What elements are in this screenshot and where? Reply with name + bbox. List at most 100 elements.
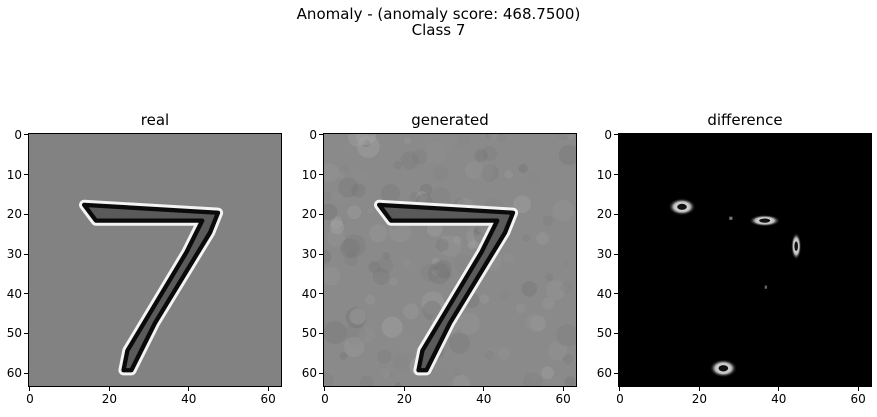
x-tick-label: 0 — [26, 392, 34, 406]
x-tick-mark — [483, 387, 485, 391]
noise-blob — [394, 382, 402, 386]
noise-blob — [324, 163, 340, 183]
noise-blob — [527, 172, 540, 186]
y-tick-label: 40 — [596, 286, 612, 301]
noise-blob — [564, 376, 576, 386]
noise-blob — [503, 252, 514, 264]
noise-blob — [497, 134, 506, 142]
y-tick-mark — [319, 372, 323, 374]
noise-blob — [383, 249, 392, 258]
noise-blob — [344, 252, 358, 266]
y-tick-label: 50 — [596, 326, 612, 341]
noise-blob — [515, 303, 526, 314]
difference-image — [619, 134, 871, 386]
x-tick-mark — [188, 387, 190, 391]
noise-blob — [473, 226, 482, 235]
noise-blob — [428, 262, 450, 285]
noise-blob — [466, 225, 486, 245]
noise-blob — [422, 300, 442, 321]
noise-blob — [389, 277, 398, 286]
noise-blob — [375, 365, 388, 379]
noise-blob — [562, 260, 570, 268]
noise-blob — [330, 191, 346, 207]
y-tick-mark — [24, 293, 28, 295]
noise-blob — [518, 163, 528, 174]
difference-speck — [764, 285, 768, 289]
noise-blob — [552, 199, 575, 222]
noise-blob — [348, 134, 368, 147]
noise-blob — [431, 257, 440, 266]
noise-blob — [499, 289, 511, 301]
x-tick-mark — [857, 387, 859, 391]
y-tick-label: 20 — [6, 207, 22, 222]
noise-blob — [409, 191, 421, 203]
noise-blob — [358, 326, 375, 343]
noise-blob — [452, 236, 462, 245]
digit-stroke — [81, 202, 221, 373]
noise-blob — [472, 159, 495, 182]
noise-blob — [407, 288, 415, 297]
noise-blob — [448, 332, 470, 354]
noise-blob — [343, 336, 365, 358]
panel-title-real: real — [140, 111, 170, 129]
x-tick-mark — [108, 387, 110, 391]
y-tick-mark — [614, 174, 618, 176]
y-tick-label: 10 — [596, 167, 612, 182]
noise-blob — [345, 307, 367, 329]
noise-blob — [529, 315, 546, 332]
noise-blob — [367, 207, 375, 215]
image-background — [619, 134, 871, 386]
y-tick-mark — [614, 134, 618, 136]
noise-blob — [335, 218, 346, 229]
y-tick-label: 0 — [604, 127, 612, 142]
difference-speck — [729, 216, 733, 220]
noise-blob — [442, 141, 455, 153]
noise-blob — [524, 313, 540, 329]
y-tick-mark — [319, 213, 323, 215]
y-tick-label: 30 — [596, 247, 612, 262]
noise-blob — [521, 280, 538, 297]
noise-blob — [340, 165, 350, 175]
noise-blob — [485, 165, 502, 182]
noise-blob — [324, 266, 341, 286]
noise-blob — [368, 261, 381, 273]
y-tick-label: 10 — [6, 167, 22, 182]
noise-blob — [392, 354, 410, 372]
y-tick-label: 0 — [14, 127, 22, 142]
noise-blob — [330, 216, 344, 229]
y-tick-label: 10 — [301, 167, 317, 182]
y-tick-label: 50 — [6, 326, 22, 341]
noise-blob — [369, 224, 388, 243]
y-tick-mark — [24, 213, 28, 215]
y-tick-mark — [614, 253, 618, 255]
noise-blob — [365, 294, 376, 305]
x-tick-label: 40 — [181, 392, 197, 406]
figure-title: Anomaly - (anomaly score: 468.7500) — [296, 5, 581, 23]
y-tick-label: 40 — [301, 286, 317, 301]
noise-blob — [439, 190, 453, 204]
difference-blob-core — [718, 365, 729, 372]
noise-blob — [513, 195, 531, 214]
y-tick-mark — [24, 332, 28, 334]
y-tick-label: 20 — [596, 207, 612, 222]
digit-stroke — [376, 202, 516, 373]
y-tick-mark — [319, 293, 323, 295]
image-background — [324, 134, 576, 386]
noise-blob — [400, 151, 419, 170]
noise-blob — [337, 170, 346, 179]
noise-blob — [484, 349, 495, 360]
noise-blob — [441, 235, 448, 242]
y-tick-label: 60 — [596, 366, 612, 381]
generated-image — [324, 134, 576, 386]
noise-blob — [525, 313, 544, 332]
noise-blob — [504, 170, 513, 179]
x-tick-label: 20 — [101, 392, 117, 406]
y-tick-mark — [614, 293, 618, 295]
noise-blob — [560, 281, 573, 294]
noise-blob — [420, 263, 439, 282]
noise-blob — [485, 347, 496, 359]
noise-blob — [431, 187, 452, 208]
y-tick-label: 50 — [301, 326, 317, 341]
noise-blob — [324, 249, 332, 264]
noise-blob — [545, 273, 554, 282]
